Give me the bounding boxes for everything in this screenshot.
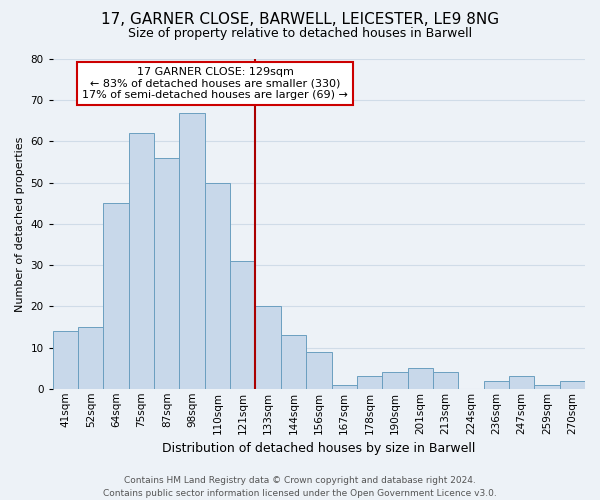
Bar (154, 158, 179, 389)
Bar (560, 380, 585, 389)
Bar (205, 182, 230, 389)
Bar (179, 112, 205, 389)
Y-axis label: Number of detached properties: Number of detached properties (15, 136, 25, 312)
Bar (433, 372, 458, 389)
Bar (407, 368, 433, 389)
Bar (78, 327, 103, 389)
Bar (281, 335, 306, 389)
Text: Size of property relative to detached houses in Barwell: Size of property relative to detached ho… (128, 28, 472, 40)
Bar (357, 376, 382, 389)
Bar (256, 306, 281, 389)
Bar (509, 376, 535, 389)
Bar (129, 133, 154, 389)
Text: 17, GARNER CLOSE, BARWELL, LEICESTER, LE9 8NG: 17, GARNER CLOSE, BARWELL, LEICESTER, LE… (101, 12, 499, 28)
Bar (230, 261, 256, 389)
Text: 17 GARNER CLOSE: 129sqm
← 83% of detached houses are smaller (330)
17% of semi-d: 17 GARNER CLOSE: 129sqm ← 83% of detache… (82, 67, 348, 100)
Bar (382, 372, 407, 389)
Text: Contains HM Land Registry data © Crown copyright and database right 2024.
Contai: Contains HM Land Registry data © Crown c… (103, 476, 497, 498)
X-axis label: Distribution of detached houses by size in Barwell: Distribution of detached houses by size … (162, 442, 476, 455)
Bar (103, 204, 129, 389)
Bar (306, 352, 332, 389)
Bar (53, 331, 78, 389)
Bar (332, 384, 357, 389)
Bar (484, 380, 509, 389)
Bar (535, 384, 560, 389)
